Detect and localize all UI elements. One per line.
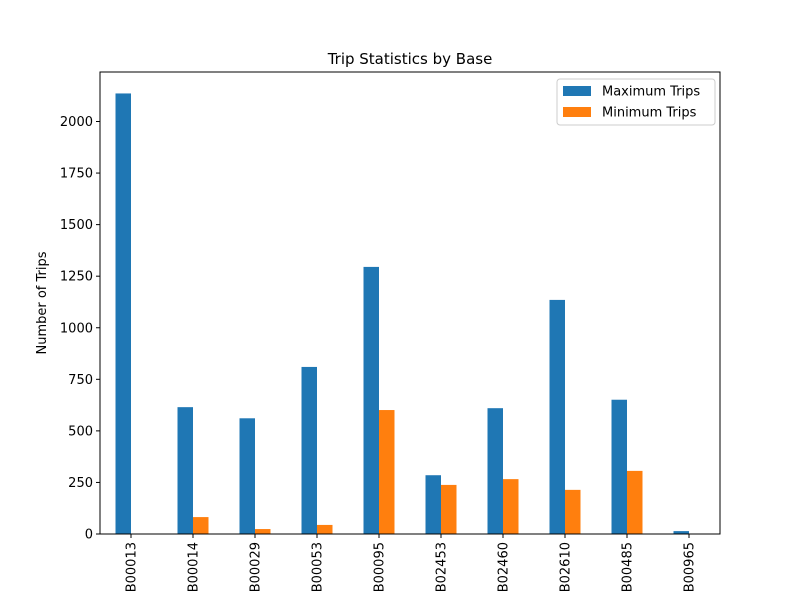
bar-min-B00053 bbox=[317, 524, 333, 534]
bar-max-B02460 bbox=[487, 408, 503, 534]
bar-max-B00053 bbox=[301, 366, 317, 534]
bar-max-B00014 bbox=[177, 407, 193, 534]
y-axis-label: Number of Trips bbox=[35, 251, 50, 354]
x-tick-label: B00013 bbox=[125, 542, 140, 592]
bar-max-B00013 bbox=[115, 93, 131, 534]
bar-max-B02610 bbox=[549, 299, 565, 534]
bars-group bbox=[115, 93, 689, 534]
legend: Maximum Trips Minimum Trips bbox=[556, 78, 716, 126]
bar-min-B00014 bbox=[193, 517, 209, 534]
x-tick-label: B00095 bbox=[373, 542, 388, 592]
bar-min-B02460 bbox=[503, 479, 519, 534]
legend-swatch bbox=[563, 86, 591, 96]
bar-max-B00029 bbox=[239, 418, 255, 534]
y-tick-label: 1750 bbox=[60, 167, 93, 182]
bar-max-B00095 bbox=[363, 266, 379, 534]
x-tick-label: B00014 bbox=[187, 542, 202, 592]
x-tick-label: B00029 bbox=[249, 542, 264, 592]
legend-label: Maximum Trips bbox=[602, 85, 700, 100]
y-tick-label: 250 bbox=[68, 476, 93, 491]
bar-max-B02453 bbox=[425, 475, 441, 534]
x-tick-label: B00965 bbox=[683, 542, 698, 592]
y-tick-label: 750 bbox=[68, 373, 93, 388]
chart-title: Trip Statistics by Base bbox=[327, 50, 493, 68]
y-tick-label: 1000 bbox=[60, 321, 93, 336]
bar-max-B00965 bbox=[673, 531, 689, 534]
bar-min-B02453 bbox=[441, 484, 457, 534]
bar-min-B02610 bbox=[565, 489, 581, 534]
legend-label: Minimum Trips bbox=[602, 106, 697, 121]
bar-max-B00485 bbox=[611, 399, 627, 534]
plot-frame bbox=[99, 71, 721, 535]
y-tick-label: 1500 bbox=[60, 218, 93, 233]
legend-box bbox=[556, 78, 716, 126]
x-tick-label: B02453 bbox=[435, 542, 450, 592]
x-tick-label: B00053 bbox=[311, 542, 326, 592]
bar-min-B00029 bbox=[255, 529, 271, 534]
y-ticks-group: 0 250 500 750 1000 1250 1500 1750 2000 bbox=[60, 115, 100, 543]
x-ticks-group: B00013 B00014 B00029 B00053 B00095 B02453 B024… bbox=[125, 534, 698, 592]
x-tick-label: B00485 bbox=[621, 542, 636, 592]
y-tick-label: 2000 bbox=[60, 115, 93, 130]
x-tick-label: B02610 bbox=[559, 542, 574, 592]
y-tick-label: 1250 bbox=[60, 270, 93, 285]
x-tick-label: B02460 bbox=[497, 542, 512, 592]
bar-min-B00485 bbox=[627, 470, 643, 534]
y-tick-label: 0 bbox=[85, 528, 93, 543]
y-tick-label: 500 bbox=[68, 424, 93, 439]
legend-swatch bbox=[563, 107, 591, 117]
bar-min-B00095 bbox=[379, 410, 395, 534]
